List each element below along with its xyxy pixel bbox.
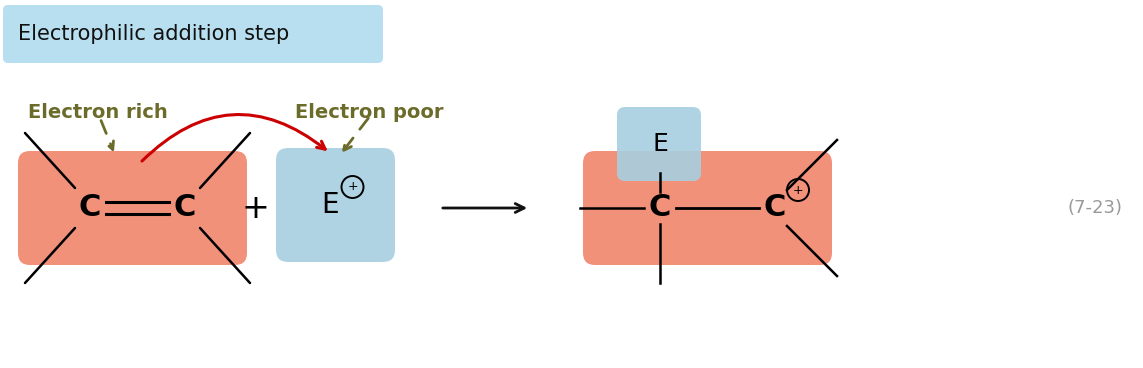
FancyBboxPatch shape [3,5,383,63]
FancyBboxPatch shape [275,148,395,262]
FancyBboxPatch shape [583,151,832,265]
Text: E: E [321,191,339,219]
Text: Electron rich: Electron rich [27,103,168,123]
Text: +: + [241,191,269,224]
Text: Electron poor: Electron poor [295,103,443,123]
Text: (7-23): (7-23) [1068,199,1122,217]
Text: +: + [347,180,358,194]
Text: +: + [793,184,804,197]
Text: C: C [649,194,671,223]
Text: C: C [764,194,786,223]
FancyBboxPatch shape [18,151,247,265]
Text: C: C [174,194,197,223]
Text: C: C [79,194,102,223]
FancyBboxPatch shape [617,107,701,181]
Text: Electrophilic addition step: Electrophilic addition step [18,24,289,44]
Text: E: E [652,132,668,156]
